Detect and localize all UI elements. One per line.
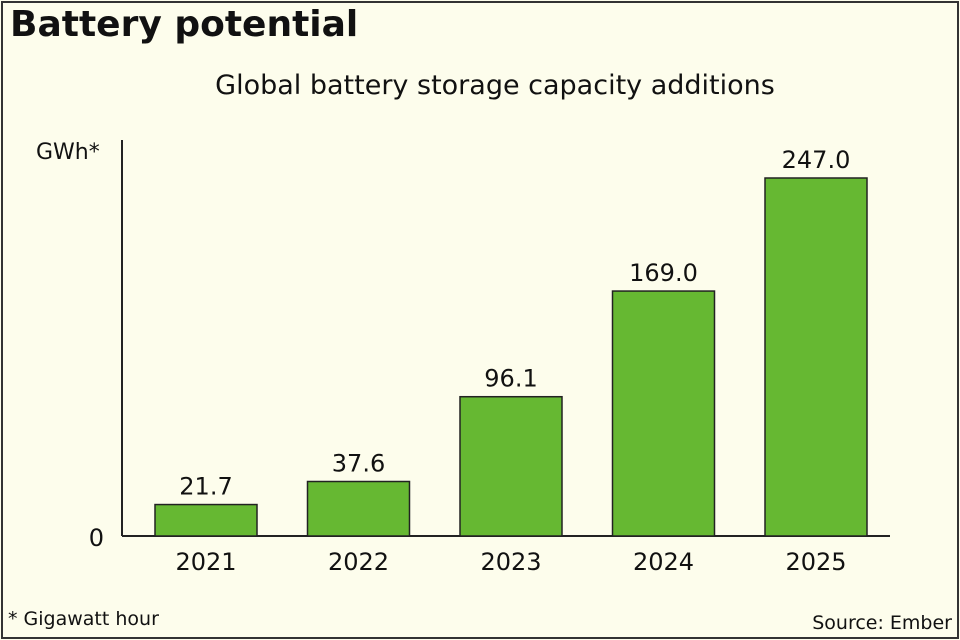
x-tick-label: 2022	[328, 548, 389, 576]
x-tick-label: 2023	[480, 548, 541, 576]
x-tick-label: 2021	[175, 548, 236, 576]
page-title: Battery potential	[10, 4, 359, 45]
data-label: 169.0	[629, 259, 698, 287]
bar-2022	[306, 480, 411, 537]
data-label: 21.7	[179, 473, 232, 501]
chart-title: Global battery storage capacity addition…	[215, 70, 775, 101]
bar-2024	[611, 290, 716, 537]
bar-2021	[154, 503, 258, 537]
y-tick-label: 0	[89, 524, 104, 552]
data-label: 96.1	[484, 365, 537, 393]
x-tick-label: 2024	[633, 548, 694, 576]
x-tick-label: 2025	[785, 548, 846, 576]
bar-2025	[764, 177, 868, 537]
y-axis-label: GWh*	[36, 140, 100, 165]
data-label: 247.0	[782, 146, 851, 174]
footnote: * Gigawatt hour	[8, 608, 159, 630]
bar-2023	[459, 395, 563, 537]
data-label: 37.6	[332, 450, 385, 478]
source-note: Source: Ember	[812, 612, 952, 634]
